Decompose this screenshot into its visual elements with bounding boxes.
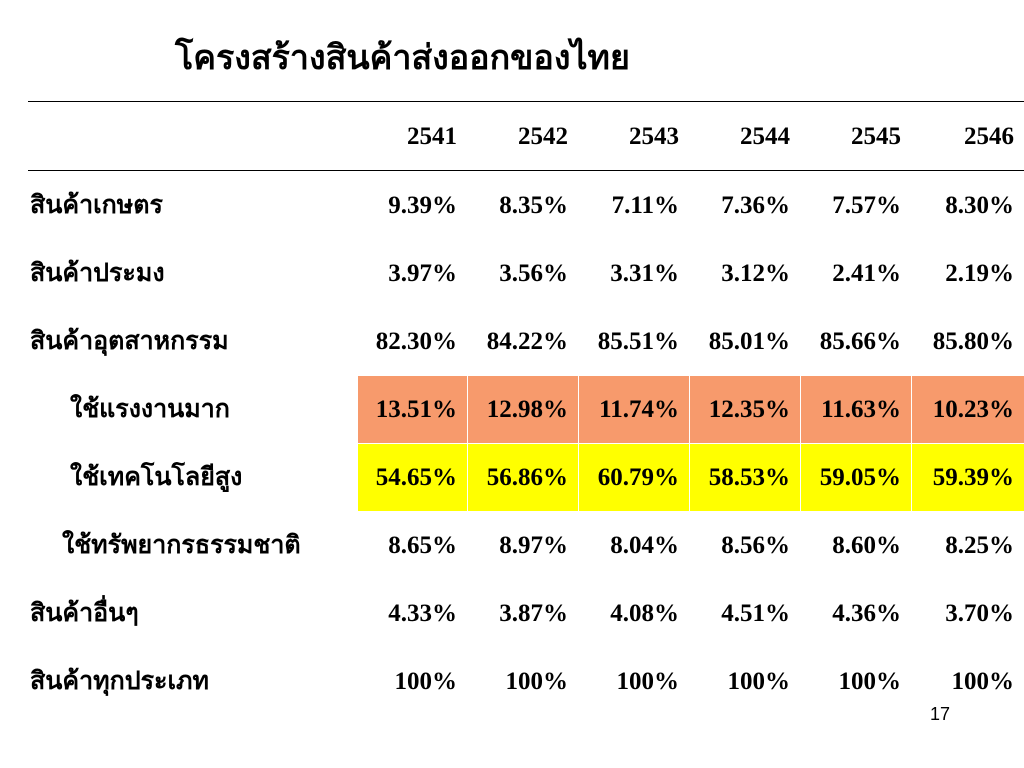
value-cell: 8.04%: [610, 532, 679, 559]
value-cell: 8.97%: [499, 532, 568, 559]
header-cell: 2544: [740, 123, 790, 150]
value-cell: 3.70%: [945, 600, 1014, 627]
top-rule: [28, 101, 1024, 102]
header-cell: 2541: [407, 123, 457, 150]
value-cell: 8.65%: [388, 532, 457, 559]
value-cell: 3.31%: [610, 260, 679, 287]
value-cell: 3.56%: [499, 260, 568, 287]
value-cell: 85.66%: [819, 328, 901, 355]
header-cell: 2546: [964, 123, 1014, 150]
value-cell: 82.30%: [375, 328, 457, 355]
value-cell: 12.98%: [468, 376, 578, 443]
value-cell: 59.39%: [912, 444, 1024, 511]
value-cell: 3.97%: [388, 260, 457, 287]
row-label: ใช้ทรัพยากรธรรมชาติ: [62, 532, 301, 559]
value-cell: 8.56%: [721, 532, 790, 559]
row-label: สินค้าเกษตร: [30, 192, 163, 219]
row-label: สินค้าอื่นๆ: [30, 600, 139, 627]
header-cell: 2543: [629, 123, 679, 150]
value-cell: 100%: [505, 668, 569, 695]
row-label: สินค้าอุตสาหกรรม: [30, 328, 229, 355]
value-cell: 4.36%: [832, 600, 901, 627]
value-cell: 60.79%: [579, 444, 689, 511]
value-cell: 9.39%: [388, 192, 457, 219]
value-cell: 8.60%: [832, 532, 901, 559]
value-cell: 85.01%: [708, 328, 790, 355]
value-cell: 85.80%: [932, 328, 1014, 355]
header-cell: 2542: [518, 123, 568, 150]
value-cell: 85.51%: [597, 328, 679, 355]
value-cell: 4.33%: [388, 600, 457, 627]
value-cell: 54.65%: [358, 444, 467, 511]
value-cell: 4.51%: [721, 600, 790, 627]
value-cell: 11.63%: [801, 376, 911, 443]
value-cell: 100%: [616, 668, 680, 695]
page-number: 17: [930, 704, 951, 724]
title: โครงสร้างสินค้าส่งออกของไทย: [175, 40, 630, 77]
value-cell: 100%: [727, 668, 791, 695]
value-cell: 59.05%: [801, 444, 911, 511]
value-cell: 100%: [951, 668, 1015, 695]
value-cell: 7.11%: [611, 192, 679, 219]
row-label: ใช้เทคโนโลยีสูง: [70, 464, 243, 491]
value-cell: 2.41%: [832, 260, 901, 287]
value-cell: 10.23%: [912, 376, 1024, 443]
value-cell: 8.25%: [945, 532, 1014, 559]
header-rule: [28, 170, 1024, 171]
value-cell: 13.51%: [358, 376, 467, 443]
value-cell: 100%: [838, 668, 902, 695]
value-cell: 100%: [394, 668, 458, 695]
row-label: สินค้าทุกประเภท: [30, 668, 209, 695]
value-cell: 2.19%: [945, 260, 1014, 287]
value-cell: 11.74%: [579, 376, 689, 443]
header-cell: 2545: [851, 123, 901, 150]
value-cell: 3.12%: [721, 260, 790, 287]
value-cell: 84.22%: [486, 328, 568, 355]
value-cell: 58.53%: [690, 444, 800, 511]
value-cell: 3.87%: [499, 600, 568, 627]
value-cell: 8.30%: [945, 192, 1014, 219]
value-cell: 4.08%: [610, 600, 679, 627]
value-cell: 8.35%: [499, 192, 568, 219]
value-cell: 7.57%: [832, 192, 901, 219]
row-label: สินค้าประมง: [30, 260, 165, 287]
row-label: ใช้แรงงานมาก: [70, 396, 230, 423]
value-cell: 7.36%: [721, 192, 790, 219]
value-cell: 56.86%: [468, 444, 578, 511]
value-cell: 12.35%: [690, 376, 800, 443]
